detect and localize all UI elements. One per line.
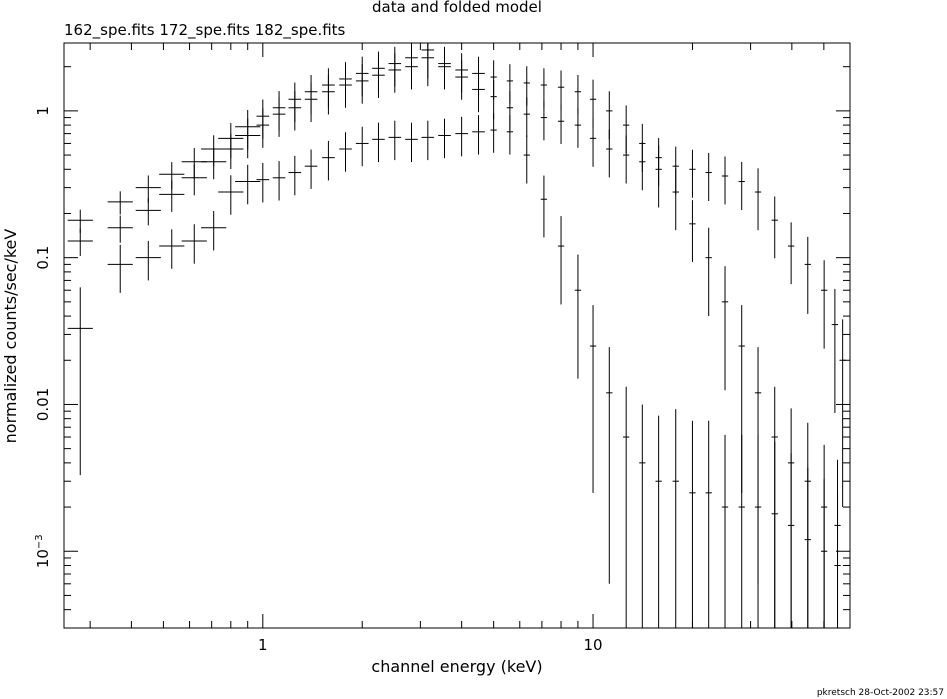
y-axis-label: normalized counts/sec/keV [1,229,20,444]
tick-labels: 1 10 1 0.1 0.01 10−3 [34,106,603,654]
x-tick-label: 10 [583,636,602,654]
footer-stamp: pkretsch 28-Oct-2002 23:57 [817,688,944,698]
data-marks [67,43,846,628]
y-tick-label: 0.1 [34,246,52,270]
y-tick-label: 1 [34,106,52,116]
y-tick-label: 0.01 [34,388,52,421]
plot-frame [63,42,851,629]
x-axis-label: channel energy (keV) [371,657,542,676]
axis-ticks [64,43,851,629]
chart-subtitle: 162_spe.fits 172_spe.fits 182_spe.fits [64,21,346,40]
x-tick-label: 1 [258,636,268,654]
chart-title: data and folded model [372,0,542,16]
y-tick-label: 10−3 [34,534,52,568]
